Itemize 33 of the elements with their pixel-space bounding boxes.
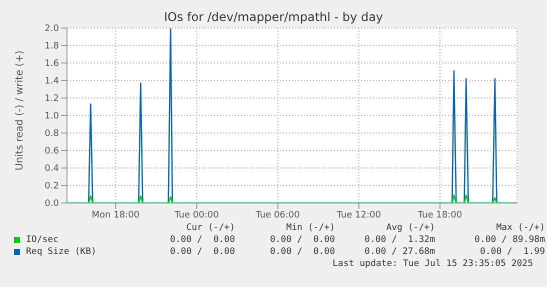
text: Avg (-/+) [385,223,435,233]
text: Last update: Tue Jul 15 23:35:05 2025 [332,259,533,269]
text: 0.00 / 1.32m [364,235,435,245]
x-tick-label: Tue 18:00 [416,210,462,220]
x-tick-label: Mon 18:00 [92,210,140,220]
text: Cur (-/+) [185,223,235,233]
y-tick-label: 1.2 [44,94,59,104]
y-tick-label: 1.0 [44,112,60,122]
y-tick-label: 0.6 [44,146,60,157]
legend-label: IO/sec [26,235,59,245]
y-tick-label: 0.8 [44,129,60,140]
text: 0.00 / 89.98m [474,235,545,245]
x-tick-label: Tue 06:00 [254,210,300,220]
text: 0.00 / 0.00 [168,235,235,245]
text: Min (-/+) [285,223,335,233]
x-tick-label: Tue 00:00 [174,210,220,220]
y-tick-label: 0.4 [44,164,60,174]
y-tick-label: 1.6 [44,59,60,70]
y-tick-label: 1.8 [44,42,60,52]
legend-label: Req Size (KB) [26,247,96,257]
text: 0.00 / 27.68m [364,247,435,257]
y-axis-title: Units read (-) / write (+) [14,50,26,170]
y-tick-label: 0.2 [44,182,59,192]
y-tick-label: 2.0 [44,24,60,34]
chart-title: IOs for /dev/mapper/mpathl - by day [162,10,384,24]
text: 0.00 / 1.99 [478,247,545,257]
text: 0.00 / 0.00 [268,247,335,257]
text: 0.00 / 0.00 [268,235,335,245]
y-tick-label: 0.0 [44,199,60,210]
text: Max (-/+) [495,223,545,233]
x-tick-label: Tue 12:00 [336,210,382,220]
y-tick-label: 1.4 [44,76,60,87]
text: 0.00 / 0.00 [168,247,235,257]
